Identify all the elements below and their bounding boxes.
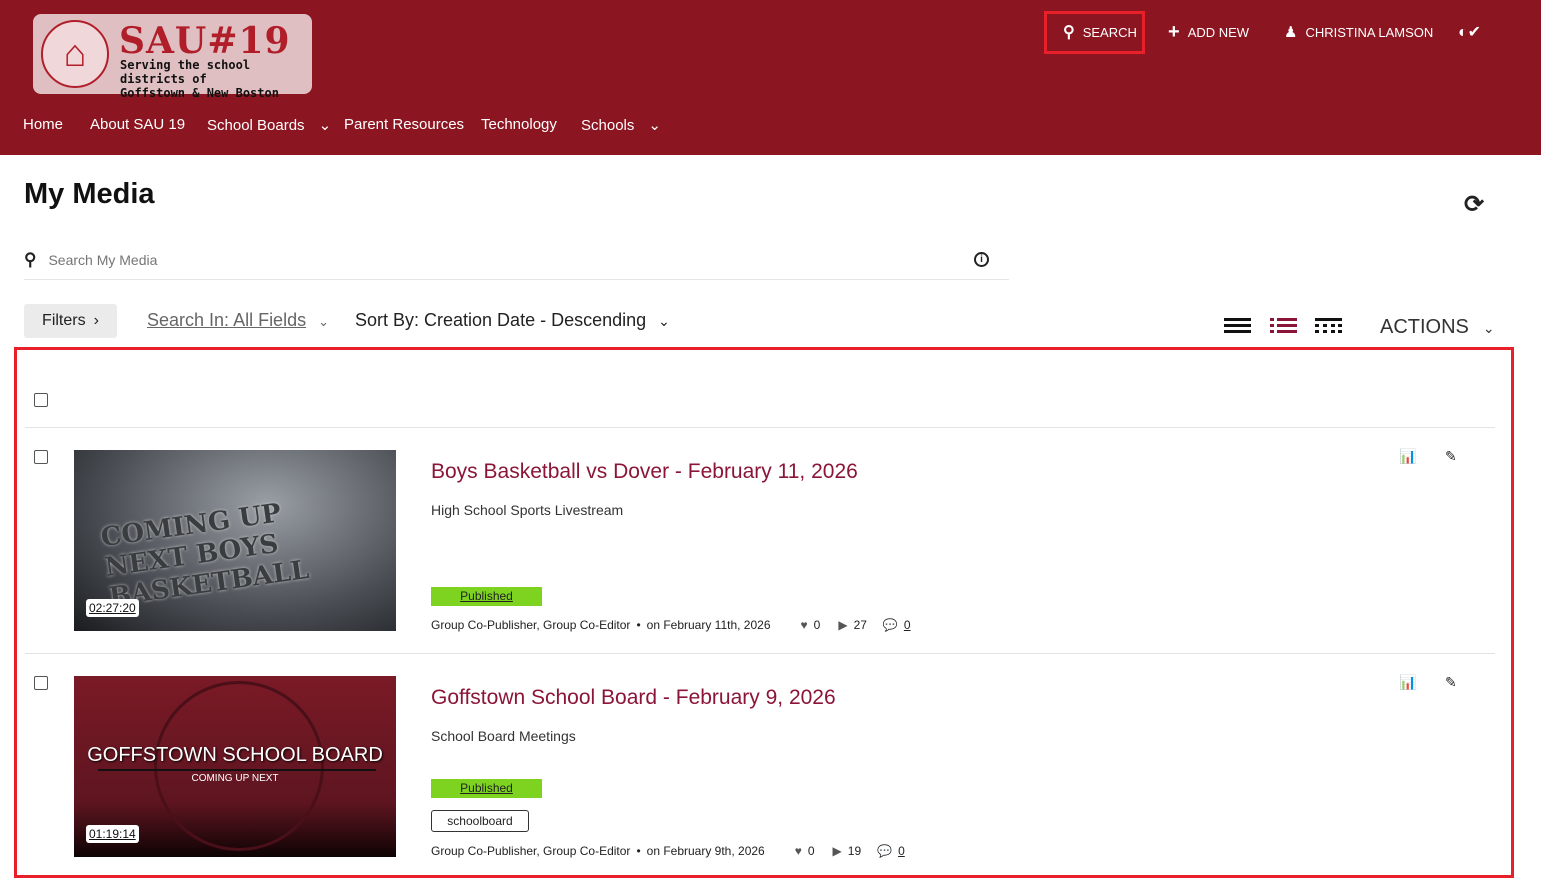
- status-badge[interactable]: Published: [431, 779, 542, 798]
- user-menu[interactable]: ♟ CHRISTINA LAMSON: [1284, 24, 1434, 41]
- view-list-icon[interactable]: [1224, 316, 1252, 334]
- tag-badge[interactable]: schoolboard: [431, 810, 529, 832]
- nav-parent-resources[interactable]: Parent Resources: [344, 116, 465, 133]
- entry-title[interactable]: Goffstown School Board - February 9, 202…: [431, 686, 836, 709]
- search-bar: ⚲ i: [24, 240, 1009, 280]
- media-list-highlight: [14, 347, 1514, 878]
- play-icon: ▶: [832, 844, 842, 858]
- entry-meta: Group Co-Publisher, Group Co-Editor • on F…: [431, 618, 911, 632]
- filters-button[interactable]: Filters ›: [24, 304, 117, 338]
- chevron-down-icon: ⌄: [648, 117, 661, 134]
- refresh-icon[interactable]: ⟳: [1464, 191, 1485, 218]
- heart-icon: ♥: [800, 618, 808, 632]
- duration-badge[interactable]: 01:19:14: [86, 825, 139, 843]
- search-in-dropdown[interactable]: Search In: All Fields ⌄: [147, 310, 329, 330]
- search-icon: ⚲: [1063, 24, 1075, 41]
- entry-category: School Board Meetings: [431, 728, 576, 744]
- entry-title[interactable]: Boys Basketball vs Dover - February 11, …: [431, 460, 858, 483]
- select-all-checkbox[interactable]: [34, 393, 48, 407]
- contrast-check-icon: ◐✔: [1458, 24, 1482, 41]
- logo-title: SAU#19: [119, 20, 291, 62]
- entry-thumbnail[interactable]: GOFFSTOWN SCHOOL BOARD COMING UP NEXT 01…: [74, 676, 396, 857]
- site-header: ⌂ SAU#19 Serving the school districts of…: [0, 0, 1541, 155]
- view-detailed-icon[interactable]: [1270, 316, 1298, 334]
- heart-icon: ♥: [794, 844, 802, 858]
- sort-dropdown[interactable]: Sort By: Creation Date - Descending ⌄: [355, 310, 670, 330]
- add-new-button[interactable]: + ADD NEW: [1168, 20, 1250, 43]
- chevron-down-icon: ⌄: [658, 313, 670, 329]
- media-entry: COMING UP NEXT BOYS BASKETBALL 02:27:20 …: [25, 427, 1495, 653]
- entry-meta: Group Co-Publisher, Group Co-Editor • on F…: [431, 844, 905, 858]
- nav-about[interactable]: About SAU 19: [90, 116, 186, 133]
- entry-category: High School Sports Livestream: [431, 502, 624, 518]
- chevron-right-icon: ›: [93, 312, 99, 329]
- play-icon: ▶: [838, 618, 848, 632]
- nav-school-boards[interactable]: School Boards ⌄: [207, 117, 332, 134]
- view-compact-icon[interactable]: [1315, 316, 1343, 334]
- entry-checkbox[interactable]: [34, 450, 48, 464]
- nav-schools[interactable]: Schools ⌄: [581, 117, 661, 134]
- search-icon: ⚲: [24, 249, 37, 269]
- chevron-down-icon: ⌄: [318, 117, 332, 134]
- edit-pencil-icon[interactable]: ✎: [1445, 674, 1457, 690]
- sau19-logo[interactable]: ⌂ SAU#19 Serving the school districts of…: [33, 14, 312, 100]
- comment-icon: 💬: [882, 618, 898, 632]
- analytics-icon[interactable]: 📊: [1399, 448, 1417, 464]
- comment-icon: 💬: [877, 844, 893, 858]
- nav-home[interactable]: Home: [23, 116, 64, 133]
- media-entry: GOFFSTOWN SCHOOL BOARD COMING UP NEXT 01…: [25, 653, 1495, 873]
- edit-pencil-icon[interactable]: ✎: [1445, 448, 1457, 464]
- nav-technology[interactable]: Technology: [481, 116, 557, 133]
- analytics-icon[interactable]: 📊: [1399, 674, 1417, 690]
- search-button[interactable]: ⚲ SEARCH: [1063, 24, 1137, 41]
- status-badge[interactable]: Published: [431, 587, 542, 606]
- plus-icon: +: [1168, 20, 1180, 43]
- chevron-down-icon: ⌄: [1482, 320, 1495, 336]
- user-icon: ♟: [1284, 24, 1298, 41]
- search-highlight: [1044, 11, 1145, 54]
- entry-checkbox[interactable]: [34, 676, 48, 690]
- actions-dropdown[interactable]: ACTIONS ⌄: [1380, 316, 1495, 338]
- entry-thumbnail[interactable]: COMING UP NEXT BOYS BASKETBALL 02:27:20: [74, 450, 396, 631]
- chevron-down-icon: ⌄: [318, 314, 329, 329]
- page-title: My Media: [24, 178, 155, 210]
- duration-badge[interactable]: 02:27:20: [86, 599, 139, 617]
- search-media-input[interactable]: [48, 251, 974, 268]
- schoolhouse-icon: ⌂: [41, 20, 109, 88]
- logo-subtitle: Serving the school districts of Goffstown…: [120, 58, 279, 100]
- accessibility-toggle[interactable]: ◐✔: [1458, 20, 1481, 44]
- info-icon[interactable]: i: [974, 252, 989, 267]
